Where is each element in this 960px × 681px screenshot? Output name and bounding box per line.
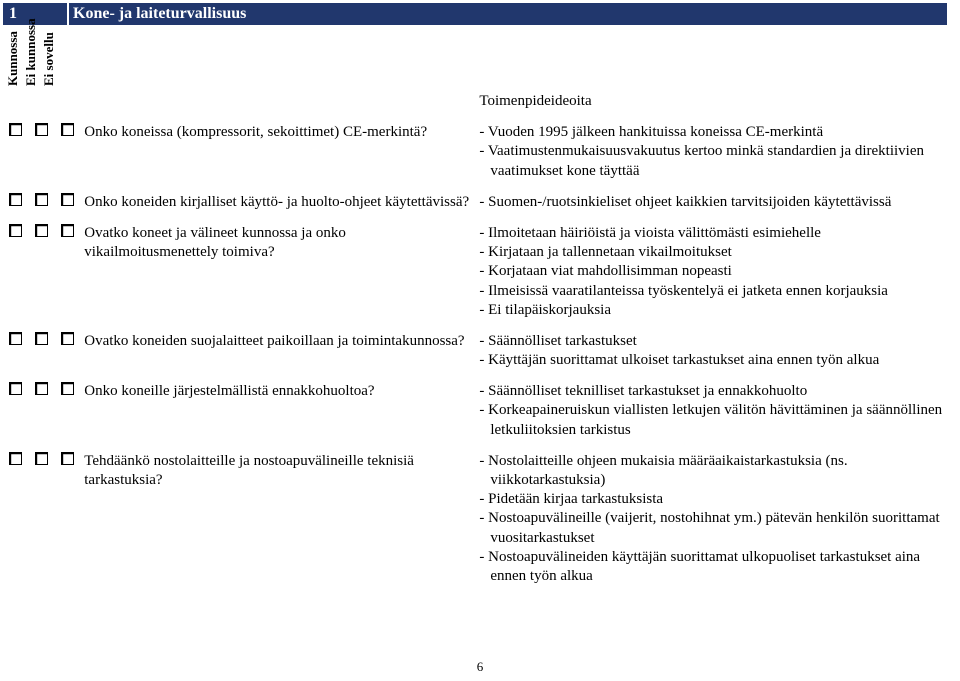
section-title: Kone- ja laiteturvallisuus xyxy=(69,5,246,23)
checkbox-kunnossa[interactable] xyxy=(9,193,22,206)
table-row: Tehdäänkö nostolaitteille ja nostoapuväl… xyxy=(3,448,950,594)
question-text: Onko koneissa (kompressorit, sekoittimet… xyxy=(84,124,427,140)
checklist-sheet: Toimenpideideoita Onko koneissa (kompres… xyxy=(3,88,950,594)
table-row: Ovatko koneiden suojalaitteet paikoillaa… xyxy=(3,328,950,378)
answer-item: Vuoden 1995 jälkeen hankituissa koneissa… xyxy=(479,123,946,142)
checkbox-kunnossa[interactable] xyxy=(9,452,22,465)
question-text: Onko koneiden kirjalliset käyttö- ja huo… xyxy=(84,194,469,210)
col-label-ei-kunnossa: Ei kunnossa xyxy=(23,18,39,86)
answer-item: Korkeapaineruiskun viallisten letkujen v… xyxy=(479,401,946,439)
answer-column-header: Toimenpideideoita xyxy=(479,93,591,109)
checkbox-ei-sovellu[interactable] xyxy=(61,382,74,395)
checkbox-ei-sovellu[interactable] xyxy=(61,332,74,345)
question-text: Ovatko koneet ja välineet kunnossa ja on… xyxy=(84,225,346,260)
question-text: Onko koneille järjestelmällistä ennakkoh… xyxy=(84,383,374,399)
checkbox-ei-kunnossa[interactable] xyxy=(35,193,48,206)
question-text: Tehdäänkö nostolaitteille ja nostoapuväl… xyxy=(84,453,414,488)
checklist-table: Toimenpideideoita Onko koneissa (kompres… xyxy=(3,88,950,594)
checkbox-ei-kunnossa[interactable] xyxy=(35,123,48,136)
answer-item: Nostoapuvälineille (vaijerit, nostohihna… xyxy=(479,509,946,547)
checkbox-kunnossa[interactable] xyxy=(9,332,22,345)
table-row: Onko koneiden kirjalliset käyttö- ja huo… xyxy=(3,189,950,220)
answer-item: Nostolaitteille ohjeen mukaisia määräaik… xyxy=(479,452,946,490)
checkbox-kunnossa[interactable] xyxy=(9,123,22,136)
table-row: Ovatko koneet ja välineet kunnossa ja on… xyxy=(3,220,950,328)
answer-list: Nostolaitteille ohjeen mukaisia määräaik… xyxy=(479,452,946,586)
answer-item: Korjataan viat mahdollisimman nopeasti xyxy=(479,262,946,281)
page-number: 6 xyxy=(0,659,960,675)
answer-item: Ilmeisissä vaaratilanteissa työskentelyä… xyxy=(479,282,946,301)
table-header-row: Toimenpideideoita xyxy=(3,88,950,119)
checkbox-ei-kunnossa[interactable] xyxy=(35,224,48,237)
checkbox-ei-sovellu[interactable] xyxy=(61,193,74,206)
answer-item: Säännölliset tarkastukset xyxy=(479,332,946,351)
answer-list: Vuoden 1995 jälkeen hankituissa koneissa… xyxy=(479,123,946,181)
answer-item: Nostoapuvälineiden käyttäjän suorittamat… xyxy=(479,548,946,586)
checkbox-ei-sovellu[interactable] xyxy=(61,123,74,136)
col-label-ei-sovellu: Ei sovellu xyxy=(41,32,57,86)
answer-list: Säännölliset tarkastukset Käyttäjän suor… xyxy=(479,332,946,370)
question-text: Ovatko koneiden suojalaitteet paikoillaa… xyxy=(84,333,464,349)
answer-list: Suomen-/ruotsinkieliset ohjeet kaikkien … xyxy=(479,193,946,212)
checkbox-kunnossa[interactable] xyxy=(9,224,22,237)
checkbox-ei-sovellu[interactable] xyxy=(61,452,74,465)
col-label-kunnossa: Kunnossa xyxy=(5,31,21,86)
answer-item: Suomen-/ruotsinkieliset ohjeet kaikkien … xyxy=(479,193,946,212)
table-row: Onko koneissa (kompressorit, sekoittimet… xyxy=(3,119,950,189)
answer-item: Ilmoitetaan häiriöistä ja vioista välitt… xyxy=(479,224,946,243)
answer-item: Pidetään kirjaa tarkastuksista xyxy=(479,490,946,509)
answer-list: Ilmoitetaan häiriöistä ja vioista välitt… xyxy=(479,224,946,320)
section-number: 1 xyxy=(9,5,17,23)
answer-item: Käyttäjän suorittamat ulkoiset tarkastuk… xyxy=(479,351,946,370)
answer-item: Säännölliset teknilliset tarkastukset ja… xyxy=(479,382,946,401)
answer-item: Ei tilapäiskorjauksia xyxy=(479,301,946,320)
answer-item: Vaatimustenmukaisuusvakuutus kertoo mink… xyxy=(479,142,946,180)
checkbox-ei-kunnossa[interactable] xyxy=(35,382,48,395)
table-row: Onko koneille järjestelmällistä ennakkoh… xyxy=(3,378,950,448)
answer-item: Kirjataan ja tallennetaan vikailmoitukse… xyxy=(479,243,946,262)
section-header-bar: Kone- ja laiteturvallisuus xyxy=(69,3,947,25)
checkbox-kunnossa[interactable] xyxy=(9,382,22,395)
checkbox-ei-kunnossa[interactable] xyxy=(35,332,48,345)
answer-list: Säännölliset teknilliset tarkastukset ja… xyxy=(479,382,946,440)
checkbox-ei-sovellu[interactable] xyxy=(61,224,74,237)
checkbox-ei-kunnossa[interactable] xyxy=(35,452,48,465)
